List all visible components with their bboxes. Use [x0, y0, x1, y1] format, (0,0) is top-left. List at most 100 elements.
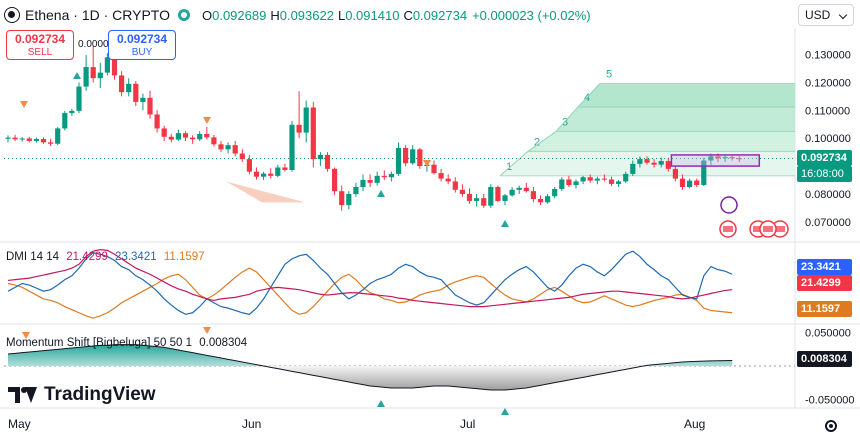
buy-label: BUY	[131, 47, 153, 58]
target-level-label: 2	[534, 136, 540, 148]
candle-body	[161, 128, 167, 137]
buy-price: 0.092734	[116, 32, 168, 46]
candle-body	[687, 180, 693, 187]
time-tick-label: May	[8, 417, 31, 431]
candle-body	[701, 160, 707, 186]
candle-body	[147, 97, 153, 115]
candle-body	[474, 198, 480, 201]
open-value: 0.092689	[212, 7, 267, 23]
candle-body	[488, 187, 494, 206]
candle-body	[69, 110, 75, 114]
target-zone	[528, 131, 795, 152]
symbol-title[interactable]: Ethena · 1D · CRYPTO	[25, 7, 170, 23]
candle-body	[367, 180, 373, 183]
candle-body	[261, 173, 267, 177]
target-zone-edge	[499, 83, 601, 177]
candle-body	[445, 178, 451, 182]
momentum-line	[7, 344, 733, 391]
candle-body	[339, 191, 345, 206]
candle-body	[495, 187, 501, 201]
signal-up-marker	[73, 72, 81, 79]
candle-body	[381, 175, 387, 178]
candle-body	[140, 97, 146, 102]
candle-body	[708, 156, 714, 161]
target-level-label: 5	[606, 69, 612, 81]
buy-button[interactable]: 0.092734 BUY	[108, 30, 176, 60]
candle-body	[651, 162, 657, 165]
signal-down-marker	[20, 101, 28, 108]
dividend-event-icon	[720, 196, 738, 214]
candle-body	[232, 145, 238, 154]
dmi-minus-value: 11.1597	[163, 251, 205, 263]
tradingview-logo[interactable]: TradingView	[8, 382, 156, 408]
candle-body	[736, 158, 742, 160]
candle-body	[665, 161, 671, 169]
candle-body	[26, 138, 32, 141]
candle-body	[90, 67, 96, 79]
gear-icon[interactable]	[825, 420, 837, 432]
sell-button[interactable]: 0.092734 SELL	[6, 30, 74, 60]
price-tick-label: 0.080000	[805, 189, 851, 201]
target-zone	[578, 83, 795, 107]
candle-body	[126, 83, 132, 93]
candle-body	[211, 137, 217, 145]
open-label: O	[201, 7, 213, 23]
candle-body	[197, 134, 203, 140]
candle-body	[154, 114, 160, 129]
di-plus-tag: 23.3421	[797, 259, 852, 275]
countdown-tag: 16:08:00	[797, 166, 852, 182]
spread-value: 0.000000	[78, 39, 120, 50]
candle-body	[438, 173, 444, 179]
candle-body	[33, 139, 39, 141]
signal-down-marker	[423, 160, 431, 167]
candle-body	[332, 168, 338, 192]
price-tick-label: 0.120000	[805, 77, 851, 89]
signal-up-marker	[501, 408, 509, 415]
dmi-title: DMI 14 14	[6, 251, 60, 263]
momentum-negative-area	[8, 366, 733, 390]
candle-body	[608, 179, 615, 184]
dmi-adx-value: 21.4299	[66, 251, 108, 263]
candle-body	[175, 133, 181, 140]
candle-body	[623, 173, 629, 182]
market-status-icon	[177, 9, 190, 21]
trend-zone	[226, 181, 305, 203]
candle-body	[481, 198, 487, 206]
time-tick-label: Aug	[684, 417, 705, 431]
candle-body	[275, 167, 281, 176]
currency-select[interactable]: USD	[798, 4, 854, 26]
momentum-value: 0.008304	[199, 337, 248, 349]
dmi-legend[interactable]: DMI 14 14 21.4299 23.3421 11.1597	[6, 251, 205, 263]
candle-body	[62, 113, 68, 129]
candle-body	[346, 193, 352, 206]
candle-body	[353, 187, 359, 194]
signal-down-marker	[22, 332, 30, 339]
candle-body	[5, 137, 11, 139]
candle-body	[289, 124, 295, 170]
adx-line	[7, 249, 733, 308]
signal-up-marker	[377, 190, 385, 197]
candle-body	[729, 157, 735, 159]
candle-body	[303, 107, 309, 133]
candle-body	[658, 161, 664, 165]
candle-body	[388, 173, 394, 178]
sell-price: 0.092734	[14, 32, 66, 46]
target-level-label: 3	[562, 116, 568, 128]
candle-body	[466, 193, 473, 201]
time-tick-label: Jun	[242, 417, 261, 431]
target-zone	[556, 106, 795, 132]
candle-body	[431, 164, 437, 174]
signal-up-marker	[377, 400, 385, 407]
signal-down-marker	[203, 327, 211, 334]
candle-body	[190, 137, 196, 140]
candle-body	[48, 142, 54, 144]
candle-body	[182, 133, 189, 138]
candle-body	[722, 157, 728, 159]
candle-body	[76, 86, 82, 111]
candle-body	[459, 189, 465, 194]
range-box	[670, 154, 761, 167]
candle-body	[672, 168, 678, 179]
close-value: 0.092734	[412, 7, 468, 23]
momentum-legend[interactable]: Momentum Shift [Bigbeluga] 50 50 1 0.008…	[6, 337, 247, 349]
